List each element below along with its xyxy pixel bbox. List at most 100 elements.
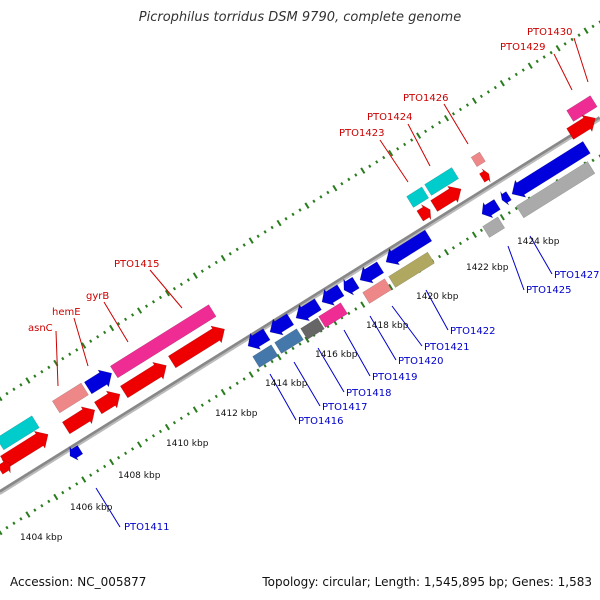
tick-mark [220,388,226,396]
tick-mark [291,346,295,351]
axis-tick-label: 1412 kbp [215,409,258,419]
tick-mark [214,260,218,265]
tick-mark [68,486,72,490]
tick-mark [360,301,366,308]
tick-mark [19,383,23,387]
backbone-strand [0,116,600,494]
gene-reverse-blue [343,276,360,296]
gene-reverse-blue [385,229,433,266]
gene-gyrB-PTO1415 [109,304,217,379]
map-title: Picrophilus torridus DSM 9790, complete … [138,10,462,25]
gene-forward-red [61,406,96,435]
tick-mark [136,307,143,314]
tick-mark [360,167,366,174]
leader-line [317,347,345,393]
tick-mark [507,77,511,81]
gene-forward-red [93,390,121,415]
tick-mark [591,158,595,163]
gene-reverse-blue [359,261,385,284]
gene-asnC [51,382,89,414]
tick-mark [486,90,490,94]
gene-label-bottom: PTO1427 [554,270,599,281]
tick-mark [465,237,470,241]
tick-mark [403,142,407,147]
tick-mark [354,307,358,311]
leader-line [553,53,573,91]
tick-mark [423,129,428,134]
tick-mark [583,27,589,34]
tick-mark [158,429,163,434]
leader-line [573,37,589,83]
tick-mark [507,211,511,215]
tick-mark [61,490,65,495]
gene-reverse-blue [247,328,271,350]
tick-mark [458,107,463,112]
tick-mark [25,511,31,518]
axis-tick-label: 1408 kbp [118,471,161,481]
gene-gray [482,216,506,238]
tick-mark [172,420,177,425]
gene-pink [566,95,598,122]
gene-label-top: PTO1423 [339,128,384,139]
tick-mark [53,493,59,501]
gene-pink [318,302,348,328]
tick-mark [33,374,37,378]
tick-mark [263,230,267,234]
tick-mark [270,225,274,230]
tick-mark [228,386,232,390]
gene-label-top: PTO1415 [114,259,159,270]
axis-tick-label: 1420 kbp [416,292,459,302]
gene-label-bottom: PTO1419 [372,372,417,383]
tick-mark [410,138,414,142]
gene-reverse-blue [295,298,322,322]
tick-mark [263,364,267,368]
tick-mark [458,241,463,246]
gene-label-bottom: PTO1420 [398,356,443,367]
axis-tick-label: 1404 kbp [20,533,63,543]
leader-line [443,103,469,145]
tick-mark [89,473,93,477]
tick-mark [535,59,539,64]
tick-mark [109,324,115,332]
tick-mark [375,160,379,164]
tick-mark [228,252,232,256]
tick-mark [471,97,477,104]
gene-label-top: PTO1429 [500,42,545,53]
leader-line [343,329,371,377]
leader-line [529,235,553,275]
leader-line [425,289,449,331]
gene-reverse-blue [500,191,512,206]
tick-mark [319,195,323,199]
tick-mark [499,213,505,221]
tick-mark [347,177,351,182]
leader-line [95,487,121,528]
tick-mark [235,247,239,252]
tick-mark [256,234,260,238]
gene-label-bottom: PTO1416 [298,416,343,427]
tick-mark [471,231,477,238]
gene-label-top: gyrB [86,291,109,302]
gene-reverse-blue [69,445,84,461]
tick-mark [96,335,100,339]
gene-label-bottom: PTO1411 [124,522,169,533]
gene-reverse-blue [321,284,345,306]
gene-forward-red [416,204,432,222]
tick-mark [158,295,163,300]
axis-tick-label: 1416 kbp [315,350,358,360]
tick-mark [130,313,135,317]
gene-steel [252,344,279,368]
tick-mark [242,243,246,247]
tick-mark [47,499,51,504]
tick-mark [479,228,483,233]
tick-mark [304,202,310,209]
tick-mark [164,423,170,431]
gene-forward-red [119,361,167,399]
tick-mark [123,451,128,456]
leader-line [103,301,129,343]
tick-mark [214,394,218,399]
axis-tick-label: 1424 kbp [517,237,560,247]
gene-cyan [0,415,40,451]
tick-mark [220,254,226,262]
tick-mark [33,508,37,512]
gene-forward-red [0,430,49,469]
